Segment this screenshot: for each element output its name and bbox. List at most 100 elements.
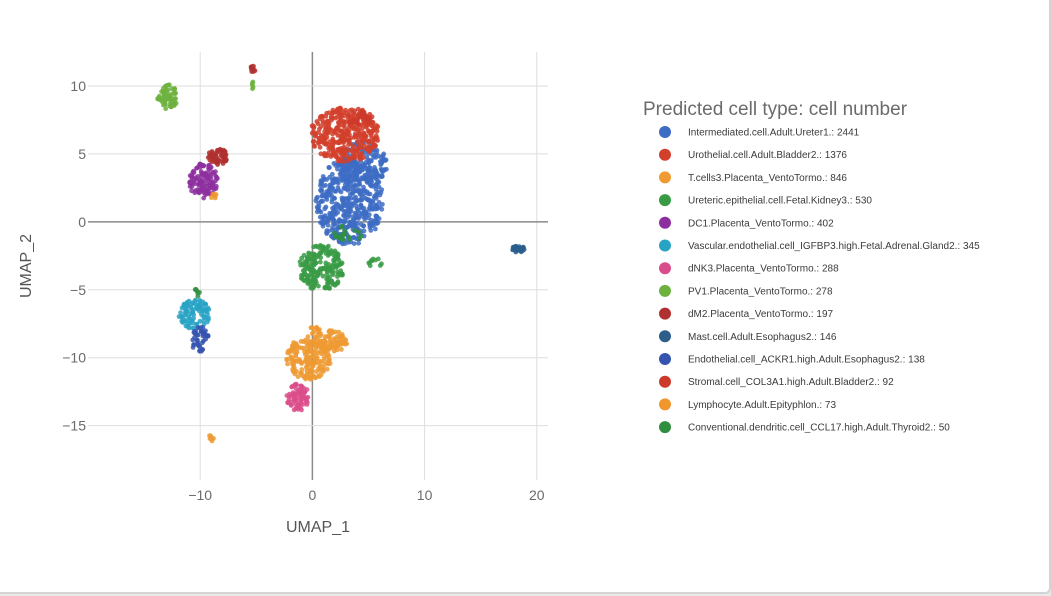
data-point <box>370 128 376 134</box>
data-point <box>309 366 314 372</box>
legend-marker <box>659 284 671 297</box>
data-point <box>183 311 189 317</box>
data-point <box>197 298 203 303</box>
legend-marker <box>659 307 671 320</box>
data-point <box>331 222 337 227</box>
data-point <box>184 300 190 305</box>
data-point <box>330 138 335 144</box>
data-point <box>164 87 169 93</box>
data-point <box>363 209 368 215</box>
data-point <box>318 372 324 378</box>
legend-item[interactable]: Mast.cell.Adult.Esophagus2.: 146 <box>659 330 837 343</box>
data-point <box>333 255 338 261</box>
data-point <box>211 187 217 193</box>
legend-item[interactable]: T.cells3.Placenta_VentoTormo.: 846 <box>659 171 847 184</box>
data-point <box>322 213 328 219</box>
data-point <box>358 222 364 227</box>
data-point <box>318 255 324 261</box>
data-point <box>292 367 297 373</box>
legend-item[interactable]: Stromal.cell_COL3A1.high.Adult.Bladder2.… <box>659 375 894 389</box>
data-point <box>197 343 203 349</box>
data-point <box>314 326 320 332</box>
data-point <box>198 161 203 167</box>
data-point <box>374 214 380 220</box>
data-point <box>350 117 356 123</box>
data-point <box>208 433 214 439</box>
data-point <box>353 133 358 138</box>
data-point <box>366 160 371 166</box>
legend-item[interactable]: dM2.Placenta_VentoTormo.: 197 <box>659 307 834 321</box>
data-point <box>330 234 335 240</box>
data-point <box>311 138 317 144</box>
data-point <box>381 157 387 163</box>
legend-item[interactable]: Urothelial.cell.Adult.Bladder2.: 1376 <box>659 148 847 162</box>
data-point <box>322 334 328 339</box>
legend-item[interactable]: Endothelial.cell_ACKR1.high.Adult.Esopha… <box>659 353 925 366</box>
data-point <box>339 197 345 203</box>
data-point <box>326 126 332 132</box>
data-point <box>330 142 336 148</box>
data-point <box>347 124 352 129</box>
data-point <box>329 192 334 198</box>
legend-item[interactable]: dNK3.Placenta_VentoTormo.: 288 <box>659 262 839 275</box>
data-point <box>285 361 290 367</box>
data-point <box>200 325 206 330</box>
data-point <box>351 241 357 247</box>
data-point <box>328 189 333 195</box>
data-point <box>195 302 201 308</box>
data-point <box>284 356 290 362</box>
data-point <box>317 362 323 367</box>
data-point <box>339 163 345 169</box>
data-point <box>287 394 292 399</box>
legend-item[interactable]: Conventional.dendritic.cell_CCL17.high.A… <box>659 421 950 434</box>
data-point <box>164 95 169 101</box>
data-point <box>350 151 356 157</box>
data-point <box>198 169 204 174</box>
data-point <box>299 389 304 395</box>
data-point <box>520 245 525 251</box>
data-point <box>301 252 307 258</box>
legend-item[interactable]: Ureteric.epithelial.cell.Fetal.Kidney3.:… <box>659 194 872 207</box>
legend-item[interactable]: Vascular.endothelial.cell_IGFBP3.high.Fe… <box>659 239 980 253</box>
data-point <box>335 202 341 208</box>
data-point <box>341 185 347 191</box>
data-point <box>328 342 334 348</box>
legend-marker <box>659 353 671 365</box>
data-point <box>307 363 313 368</box>
data-point <box>299 276 304 281</box>
data-point <box>348 208 354 214</box>
data-point <box>298 383 303 389</box>
legend-item[interactable]: Lymphocyte.Adult.Epityphlon.: 73 <box>659 398 836 411</box>
data-point <box>366 197 371 203</box>
data-point <box>381 151 387 157</box>
data-point <box>327 174 333 180</box>
data-point <box>350 146 356 152</box>
legend-marker <box>659 126 671 138</box>
data-point <box>307 349 313 354</box>
data-point <box>346 156 352 162</box>
data-point <box>291 361 297 366</box>
data-point <box>375 124 381 130</box>
data-point <box>332 188 337 194</box>
data-point <box>365 191 371 197</box>
legend-item[interactable]: PV1.Placenta_VentoTormo.: 278 <box>659 284 833 298</box>
data-point <box>350 188 356 194</box>
data-point <box>179 305 185 311</box>
data-point <box>375 190 381 195</box>
data-point <box>331 348 337 354</box>
data-point <box>340 175 345 181</box>
data-point <box>311 352 317 358</box>
data-point <box>318 244 324 249</box>
legend-item[interactable]: DC1.Placenta_VentoTormo.: 402 <box>659 216 834 230</box>
data-point <box>351 155 356 161</box>
data-point <box>250 79 256 85</box>
data-point <box>362 188 368 194</box>
data-point <box>323 114 329 119</box>
data-point <box>329 280 335 286</box>
data-point <box>327 333 332 339</box>
y-tick-label: −10 <box>62 350 86 366</box>
legend-label: Conventional.dendritic.cell_CCL17.high.A… <box>688 423 950 434</box>
legend-item[interactable]: Intermediated.cell.Adult.Ureter1.: 2441 <box>659 126 860 139</box>
data-point <box>332 129 338 134</box>
